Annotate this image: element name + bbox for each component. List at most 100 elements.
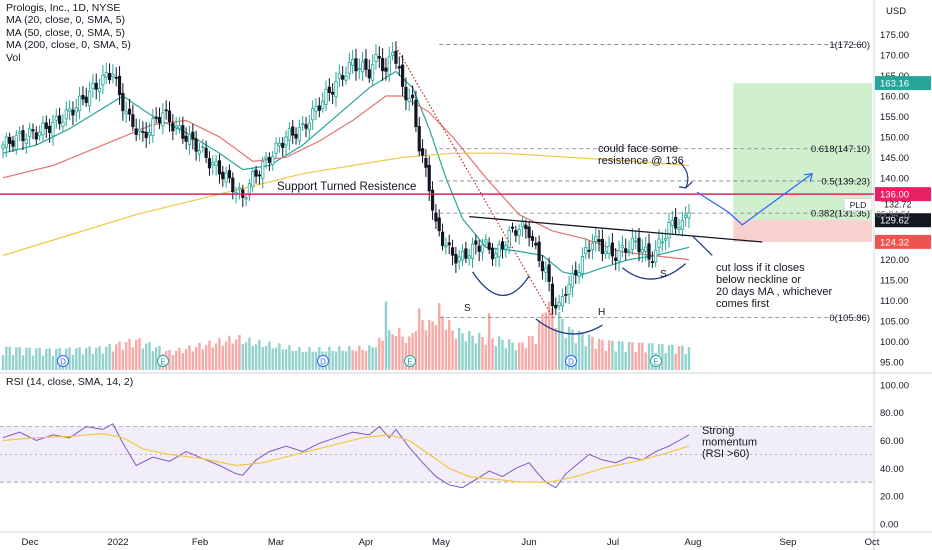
candle-body xyxy=(634,240,638,243)
volume-bar xyxy=(5,346,8,370)
candle-body xyxy=(554,304,558,309)
candle-body xyxy=(197,150,202,155)
candle-body xyxy=(274,142,278,154)
neckline xyxy=(469,215,763,243)
countdown-text: 05:34:51 xyxy=(876,210,911,220)
volume-bar xyxy=(45,348,48,370)
volume-bar xyxy=(354,351,358,370)
candle-body xyxy=(97,87,102,93)
rsi-tick-label: 100.00 xyxy=(880,380,909,391)
candle-body xyxy=(424,158,428,168)
volume-bar xyxy=(298,346,301,370)
candle-body xyxy=(381,58,385,72)
volume-bar xyxy=(111,351,115,370)
candle-body xyxy=(500,241,505,249)
candle-body xyxy=(144,131,148,139)
volume-bar xyxy=(194,347,198,370)
candle-body xyxy=(87,90,92,107)
fib-level-label: 0.382(131.35) xyxy=(811,209,870,220)
volume-bar xyxy=(18,347,21,370)
candle-body xyxy=(477,245,481,252)
candle-body xyxy=(534,242,538,246)
candle-body xyxy=(387,56,391,75)
volume-bar xyxy=(421,320,424,370)
volume-bar xyxy=(408,336,411,370)
volume-bar xyxy=(537,320,541,370)
volume-bar xyxy=(621,341,624,370)
candle-body xyxy=(31,129,35,132)
rsi-note-line: momentum xyxy=(702,437,757,449)
volume-bar xyxy=(541,313,544,370)
candle-body xyxy=(484,239,488,243)
event-marker-d xyxy=(317,355,329,367)
candle-body xyxy=(14,134,18,150)
candle-body xyxy=(397,66,401,69)
volume-bar xyxy=(115,344,118,370)
volume-bar xyxy=(464,341,468,370)
candle-body xyxy=(374,53,378,62)
volume-bar xyxy=(188,345,191,370)
candle-body xyxy=(560,296,565,307)
price-tick-label: 120.00 xyxy=(880,255,909,266)
volume-bar xyxy=(344,351,348,370)
fib-level-label: 0(105.86) xyxy=(829,313,870,324)
candle-body xyxy=(517,228,521,236)
price-badge-text: 129.62 xyxy=(880,216,909,227)
volume-bar xyxy=(284,349,288,370)
volume-bar xyxy=(274,347,278,370)
volume-bar xyxy=(411,333,414,370)
candle-body xyxy=(324,89,328,105)
candle-body xyxy=(184,135,188,142)
candle-body xyxy=(614,257,618,261)
candle-body xyxy=(440,231,445,246)
candle-body xyxy=(221,171,225,180)
volume-bar xyxy=(25,347,28,370)
volume-bar xyxy=(388,330,391,370)
candle-body xyxy=(677,227,681,230)
candle-body xyxy=(664,238,668,241)
fib-level-label: 1(172.60) xyxy=(829,40,870,51)
volume-bar xyxy=(507,339,511,370)
candle-body xyxy=(251,171,255,188)
currency-label: USD xyxy=(886,6,906,17)
candle-body xyxy=(117,75,122,96)
candle-body xyxy=(174,125,178,129)
volume-bar xyxy=(534,344,537,370)
volume-bar xyxy=(554,327,557,370)
volume-bar xyxy=(671,344,674,370)
volume-bar xyxy=(31,355,35,370)
volume-bar xyxy=(91,353,95,370)
fib-level-label: 0.618(147.10) xyxy=(811,144,870,155)
volume-bar xyxy=(454,338,458,370)
event-marker-letter: D xyxy=(60,358,66,367)
volume-bar xyxy=(241,344,244,370)
candle-body xyxy=(624,248,628,253)
volume-bar xyxy=(174,350,178,370)
candle-body xyxy=(490,247,495,260)
volume-bar xyxy=(371,347,374,370)
volume-bar xyxy=(517,342,521,370)
volume-bar xyxy=(214,343,218,370)
candle-body xyxy=(194,138,198,152)
volume-bar xyxy=(424,330,428,370)
time-axis-label: Apr xyxy=(359,537,374,548)
candle-body xyxy=(207,158,212,169)
candle-body xyxy=(367,69,371,79)
volume-bar xyxy=(314,351,318,370)
candle-body xyxy=(297,126,301,142)
volume-bar xyxy=(221,345,224,370)
candle-body xyxy=(410,94,415,99)
volume-bar xyxy=(304,351,308,370)
legend-ma20: MA (20, close, 0, SMA, 5) xyxy=(6,14,126,27)
candle-body xyxy=(520,221,525,228)
ma-line-2 xyxy=(2,152,690,257)
volume-bar xyxy=(248,337,251,370)
volume-bar xyxy=(441,316,444,370)
candle-body xyxy=(167,110,172,123)
volume-bar xyxy=(78,347,81,370)
volume-bar xyxy=(414,331,418,370)
candle-body xyxy=(504,244,508,250)
candle-body xyxy=(597,239,601,243)
volume-bar xyxy=(341,350,344,370)
ma-line-1 xyxy=(2,95,690,261)
